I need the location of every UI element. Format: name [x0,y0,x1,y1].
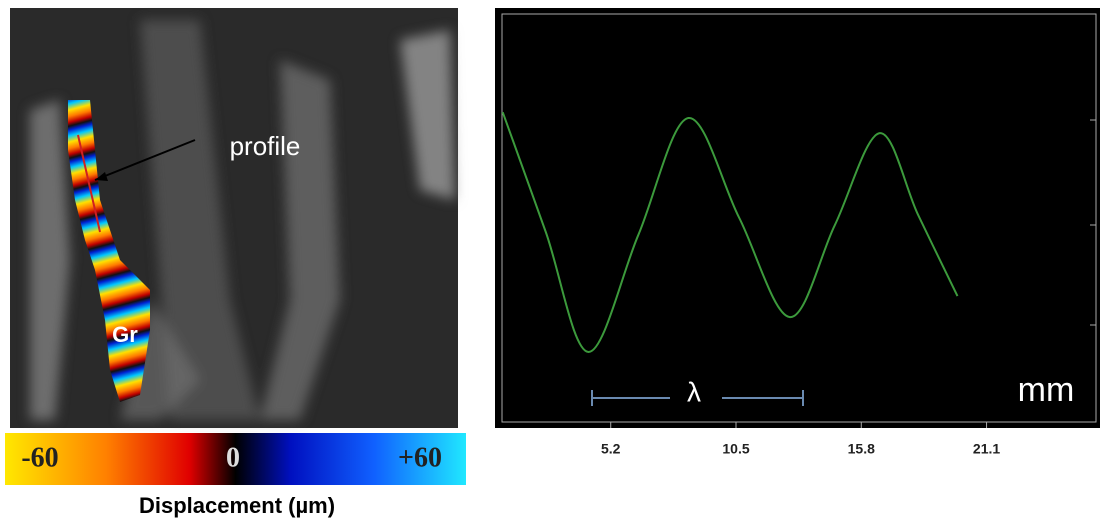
axis-ticks [1090,119,1096,326]
x-tick-label: 15.8 [848,441,875,457]
wavelength-label: λ [687,376,701,407]
colorbar-label: +60 [398,442,442,473]
colorbar [5,433,466,485]
wavelength-bracket [591,390,804,406]
x-tick-label: 10.5 [722,441,749,457]
mri-image: profile Gr [10,8,458,428]
colorbar-title: Displacement (µm) [139,493,335,518]
x-unit-label: mm [1018,371,1075,409]
x-tick-label: 5.2 [601,441,621,457]
colorbar-label: -60 [21,442,58,473]
x-tick-label: 21.1 [973,441,1000,457]
plot-area [495,8,1100,428]
profile-label: profile [230,131,301,161]
colorbar-label: 0 [226,442,240,473]
data-line [501,111,959,353]
plot-frame [501,13,1097,423]
region-label: Gr [112,322,138,347]
